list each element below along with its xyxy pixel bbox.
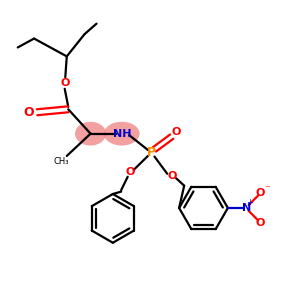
Text: O: O: [256, 218, 265, 228]
Text: O: O: [256, 188, 265, 197]
Text: NH: NH: [112, 129, 131, 139]
Ellipse shape: [75, 122, 106, 146]
Text: +: +: [246, 198, 253, 207]
Text: O: O: [23, 106, 34, 119]
Text: CH₃: CH₃: [53, 158, 69, 166]
Text: O: O: [167, 171, 176, 181]
Ellipse shape: [104, 122, 140, 146]
Text: ⁻: ⁻: [264, 184, 270, 194]
Text: P: P: [147, 146, 156, 160]
Text: O: O: [172, 127, 181, 137]
Text: N: N: [242, 203, 251, 213]
Text: O: O: [60, 78, 69, 88]
Text: O: O: [126, 167, 135, 177]
